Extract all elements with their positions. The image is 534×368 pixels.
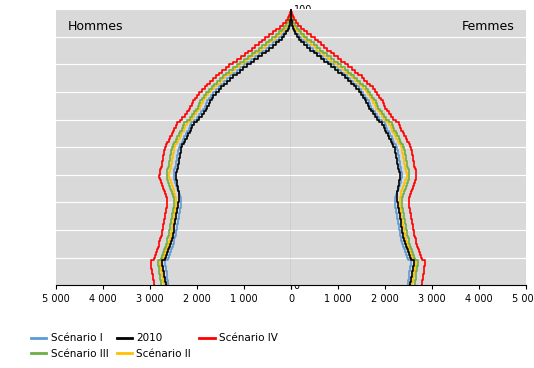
Text: Hommes: Hommes xyxy=(68,20,123,33)
Legend: Scénario I, Scénario III, 2010, Scénario II, Scénario IV: Scénario I, Scénario III, 2010, Scénario… xyxy=(27,329,282,363)
Text: Femmes: Femmes xyxy=(461,20,514,33)
